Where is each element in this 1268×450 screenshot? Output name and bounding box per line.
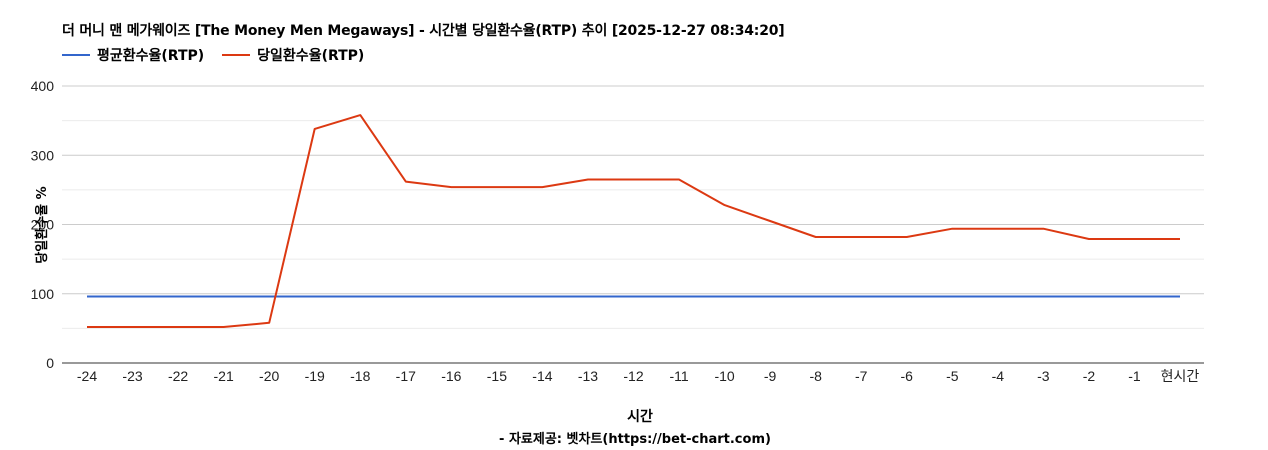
x-tick-label: -1 — [1128, 368, 1141, 384]
y-tick-label: 200 — [31, 217, 55, 233]
y-tick-label: 100 — [31, 286, 55, 302]
x-tick-label: -18 — [350, 368, 370, 384]
x-tick-label: -2 — [1083, 368, 1096, 384]
y-tick-label: 0 — [46, 355, 54, 371]
y-tick-label: 400 — [31, 78, 55, 94]
x-tick-label: -12 — [623, 368, 643, 384]
x-tick-label: -21 — [214, 368, 234, 384]
x-tick-label: -7 — [855, 368, 868, 384]
x-tick-label: -24 — [77, 368, 97, 384]
chart-legend: 평균환수율(RTP) 당일환수율(RTP) — [62, 45, 382, 65]
x-tick-label: -8 — [809, 368, 822, 384]
x-tick-label: -14 — [532, 368, 552, 384]
legend-label-daily: 당일환수율(RTP) — [257, 48, 365, 64]
x-tick-label: -16 — [441, 368, 461, 384]
data-source-credit[interactable]: - 자료제공: 벳차트(https://bet-chart.com) — [499, 432, 771, 447]
x-tick-label: -4 — [992, 368, 1005, 384]
y-axis-label: 당일환수율 % — [34, 186, 50, 263]
legend-item-daily-rtp[interactable]: 당일환수율(RTP) — [222, 45, 364, 65]
y-tick-label: 300 — [31, 147, 55, 163]
x-tick-label: -5 — [946, 368, 959, 384]
x-tick-label: -13 — [578, 368, 598, 384]
x-tick-label: -22 — [168, 368, 188, 384]
x-tick-label: -3 — [1037, 368, 1050, 384]
x-tick-label: -15 — [487, 368, 507, 384]
legend-swatch-daily — [222, 54, 251, 56]
daily-rtp-line[interactable] — [87, 114, 1180, 328]
x-tick-label: -20 — [259, 368, 279, 384]
x-tick-label: -10 — [714, 368, 734, 384]
x-axis-label: 시간 — [627, 409, 653, 425]
legend-label-average: 평균환수율(RTP) — [97, 48, 205, 64]
legend-swatch-average — [62, 54, 90, 56]
x-tick-label: -6 — [901, 368, 914, 384]
x-tick-label: -17 — [396, 368, 416, 384]
legend-item-average-rtp[interactable]: 평균환수율(RTP) — [62, 45, 204, 65]
x-tick-label: -23 — [122, 368, 142, 384]
chart-title: 더 머니 맨 메가웨이즈 [The Money Men Megaways] - … — [62, 23, 785, 39]
x-tick-label: -11 — [669, 368, 688, 384]
x-tick-label: -9 — [764, 368, 777, 384]
x-tick-label: 현시간 — [1161, 368, 1200, 384]
x-tick-label: -19 — [305, 368, 325, 384]
